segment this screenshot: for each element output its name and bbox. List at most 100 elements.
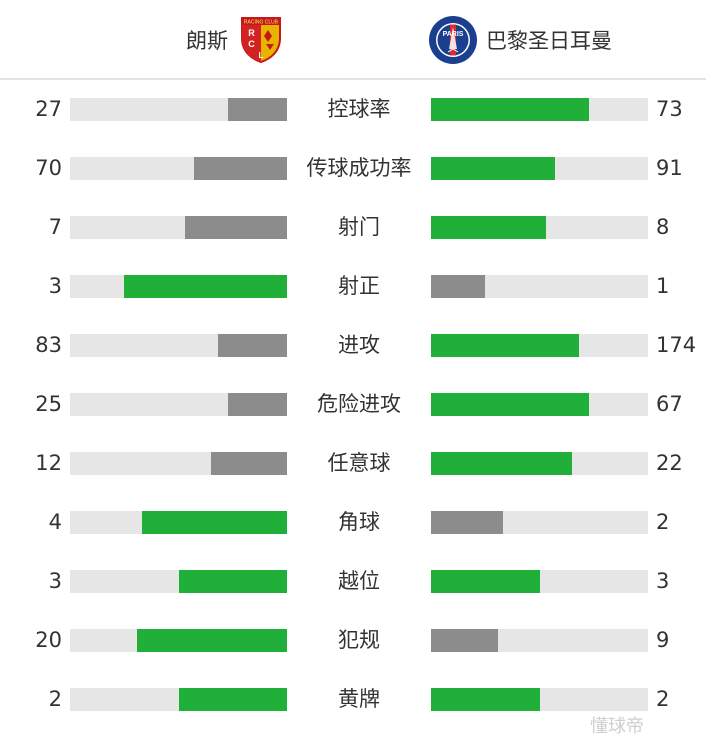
away-bar-fill xyxy=(431,452,573,475)
stat-row: 3 越位 3 xyxy=(0,552,720,611)
stat-row: 2 黄牌 2 xyxy=(0,670,720,729)
svg-text:L: L xyxy=(259,51,264,60)
stat-row: 70 传球成功率 91 xyxy=(0,139,720,198)
away-bar-track xyxy=(431,511,648,534)
svg-text:RACING CLUB: RACING CLUB xyxy=(244,20,279,26)
away-bar-track xyxy=(431,393,648,416)
away-bar-track xyxy=(431,688,648,711)
home-value: 4 xyxy=(48,510,62,534)
away-bar-track xyxy=(431,98,648,121)
home-bar-fill xyxy=(178,688,287,711)
stat-label: 控球率 xyxy=(327,97,391,121)
home-team[interactable]: 朗斯 RACING CLUB R C L xyxy=(186,0,282,80)
home-value: 7 xyxy=(48,215,62,239)
home-value: 2 xyxy=(48,687,62,711)
stat-label: 进攻 xyxy=(338,333,380,357)
away-value: 73 xyxy=(656,97,683,121)
home-bar-track xyxy=(70,570,287,593)
home-bar-track xyxy=(70,157,287,180)
stat-row: 7 射门 8 xyxy=(0,198,720,257)
home-bar-fill xyxy=(178,570,287,593)
stat-label: 传球成功率 xyxy=(306,156,412,180)
away-bar-fill xyxy=(431,275,486,298)
away-bar-fill xyxy=(431,157,555,180)
away-bar-track xyxy=(431,570,648,593)
stat-label: 任意球 xyxy=(327,451,391,475)
away-value: 22 xyxy=(656,451,683,475)
match-header: 朗斯 RACING CLUB R C L PARIS 巴黎圣日耳曼 xyxy=(0,0,720,80)
home-bar-track xyxy=(70,511,287,534)
home-bar-fill xyxy=(137,629,287,652)
away-value: 1 xyxy=(656,274,670,298)
away-bar-fill xyxy=(431,629,499,652)
home-value: 83 xyxy=(35,333,62,357)
stat-label: 黄牌 xyxy=(338,687,380,711)
home-bar-fill xyxy=(124,275,287,298)
away-value: 8 xyxy=(656,215,670,239)
stat-label: 射门 xyxy=(338,215,380,239)
svg-text:C: C xyxy=(248,39,255,49)
away-bar-track xyxy=(431,216,648,239)
home-bar-track xyxy=(70,393,287,416)
home-bar-track xyxy=(70,452,287,475)
home-value: 70 xyxy=(35,156,62,180)
away-value: 3 xyxy=(656,569,670,593)
stat-row: 3 射正 1 xyxy=(0,257,720,316)
away-bar-track xyxy=(431,452,648,475)
stat-row: 20 犯规 9 xyxy=(0,611,720,670)
away-bar-track xyxy=(431,157,648,180)
away-team-name: 巴黎圣日耳曼 xyxy=(486,29,612,53)
home-value: 20 xyxy=(35,628,62,652)
rc-lens-logo-icon: RACING CLUB R C L xyxy=(241,17,281,64)
stat-row: 83 进攻 174 xyxy=(0,316,720,375)
home-bar-fill xyxy=(228,393,287,416)
home-bar-fill xyxy=(141,511,287,534)
away-bar-fill xyxy=(431,98,590,121)
home-bar-track xyxy=(70,334,287,357)
home-bar-fill xyxy=(211,452,287,475)
stat-label: 犯规 xyxy=(338,628,380,652)
away-bar-track xyxy=(431,629,648,652)
away-value: 2 xyxy=(656,510,670,534)
home-bar-track xyxy=(70,688,287,711)
away-value: 2 xyxy=(656,687,670,711)
stat-row: 27 控球率 73 xyxy=(0,80,720,139)
stat-row: 25 危险进攻 67 xyxy=(0,375,720,434)
home-team-name: 朗斯 xyxy=(186,29,228,53)
home-bar-fill xyxy=(217,334,287,357)
home-bar-track xyxy=(70,275,287,298)
stat-row: 4 角球 2 xyxy=(0,493,720,552)
home-value: 3 xyxy=(48,569,62,593)
home-value: 25 xyxy=(35,392,62,416)
away-value: 9 xyxy=(656,628,670,652)
away-value: 174 xyxy=(656,333,697,357)
away-bar-fill xyxy=(431,688,540,711)
away-bar-track xyxy=(431,275,648,298)
stat-label: 危险进攻 xyxy=(317,392,401,416)
stat-label: 越位 xyxy=(338,569,380,593)
psg-logo-icon: PARIS xyxy=(429,16,477,64)
stat-label: 角球 xyxy=(338,510,380,534)
svg-text:R: R xyxy=(248,28,255,38)
away-bar-fill xyxy=(431,393,590,416)
home-bar-track xyxy=(70,216,287,239)
home-bar-track xyxy=(70,98,287,121)
home-value: 27 xyxy=(35,97,62,121)
stat-row: 12 任意球 22 xyxy=(0,434,720,493)
header-divider xyxy=(0,78,706,80)
away-value: 91 xyxy=(656,156,683,180)
away-value: 67 xyxy=(656,392,683,416)
away-bar-fill xyxy=(431,216,546,239)
home-value: 12 xyxy=(35,451,62,475)
home-bar-track xyxy=(70,629,287,652)
home-bar-fill xyxy=(228,98,287,121)
home-value: 3 xyxy=(48,274,62,298)
away-bar-fill xyxy=(431,570,540,593)
away-bar-fill xyxy=(431,511,503,534)
away-bar-track xyxy=(431,334,648,357)
stat-label: 射正 xyxy=(338,274,380,298)
svg-text:PARIS: PARIS xyxy=(443,31,464,38)
home-bar-fill xyxy=(185,216,287,239)
home-bar-fill xyxy=(193,157,287,180)
away-team[interactable]: PARIS 巴黎圣日耳曼 xyxy=(428,0,612,80)
